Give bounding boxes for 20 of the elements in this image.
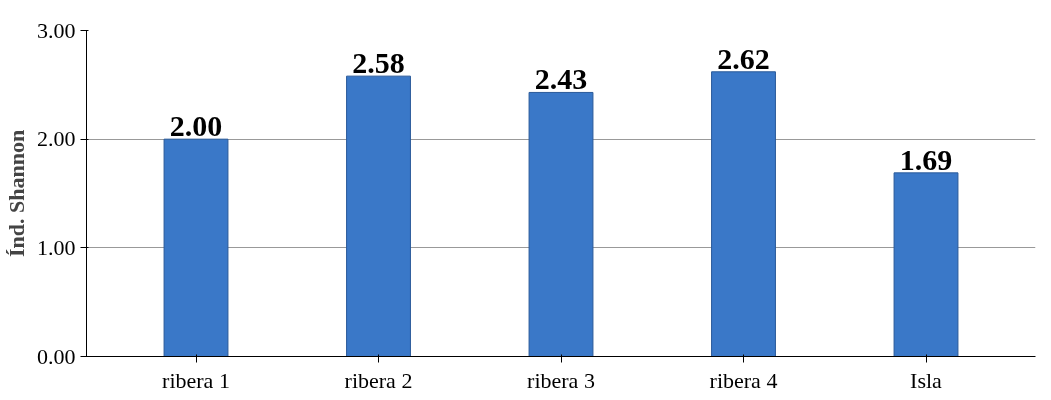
data-label: 1.69 [899,142,953,176]
x-tick-label: ribera 3 [527,367,595,393]
data-label: 2.58 [352,46,405,80]
bar [346,75,411,357]
x-tick-label: ribera 1 [162,367,230,393]
y-tick-label: 3.00 [37,17,76,43]
data-label: 2.43 [534,62,588,96]
data-label: 2.62 [717,41,770,75]
y-tick-label: 2.00 [37,126,76,152]
bar [163,138,229,357]
bar [893,172,959,357]
bar [711,71,776,357]
data-label: 2.00 [169,109,223,143]
x-tick-label: Isla [910,367,943,393]
y-tick-label: 0.00 [37,343,76,369]
x-tick-label: ribera 2 [344,367,413,393]
y-tick-label: 1.00 [37,234,76,260]
bar [528,91,594,357]
y-axis-title: Índ. Shannon [4,129,29,258]
x-tick-label: ribera 4 [709,367,778,393]
